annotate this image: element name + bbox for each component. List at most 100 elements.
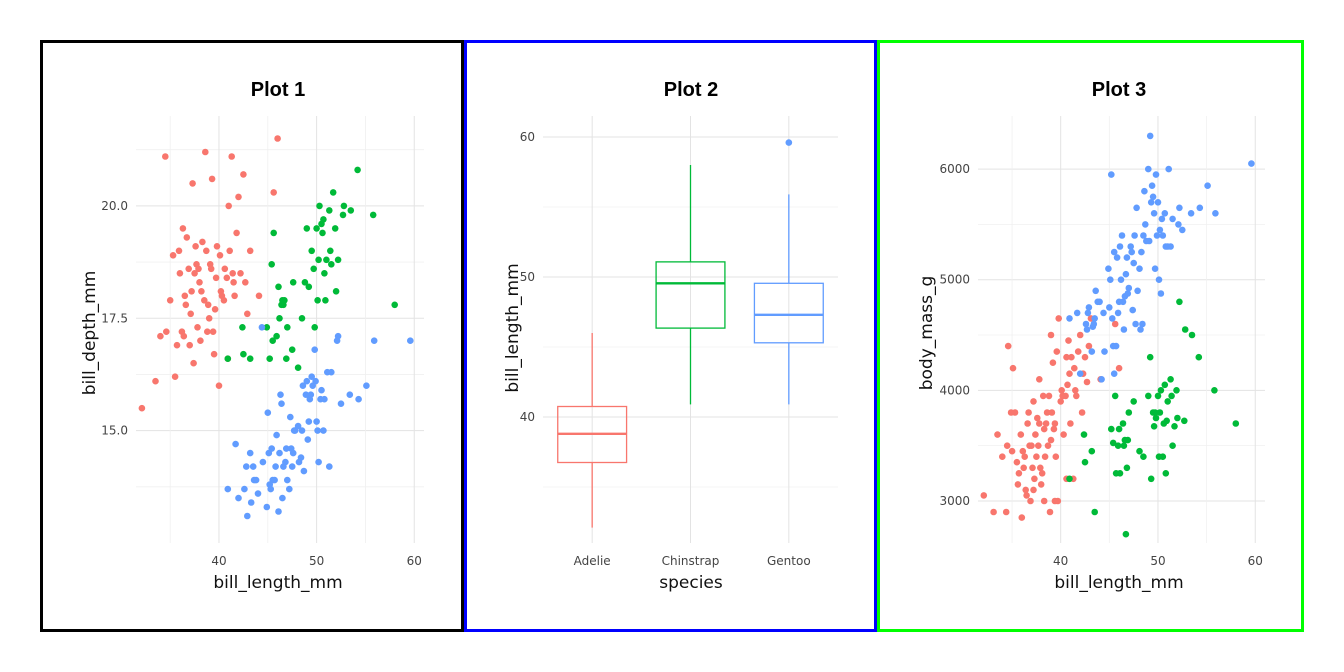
data-point <box>1156 409 1164 416</box>
data-point <box>1141 187 1148 195</box>
data-point <box>300 467 308 475</box>
data-point <box>180 332 188 340</box>
data-point <box>288 463 296 470</box>
data-point <box>166 297 174 304</box>
data-point <box>1118 232 1126 239</box>
data-point <box>1106 304 1113 311</box>
data-point <box>175 247 183 255</box>
data-point <box>329 189 337 196</box>
data-point <box>226 247 233 255</box>
data-point <box>231 292 238 300</box>
x-tick-label: 40 <box>211 554 226 568</box>
data-point <box>224 355 232 363</box>
data-point <box>1161 381 1169 389</box>
data-point <box>334 332 342 340</box>
data-point <box>240 171 247 178</box>
plot-1-ticks: 15.0 17.5 20.0 40 50 60 <box>101 199 422 568</box>
data-point <box>355 395 362 403</box>
data-point <box>1002 508 1010 516</box>
x-tick-label: 60 <box>407 554 422 568</box>
data-point <box>1156 226 1164 234</box>
data-point <box>252 476 260 484</box>
data-point <box>1031 475 1038 483</box>
data-point <box>1196 204 1204 212</box>
data-point <box>1017 431 1025 438</box>
data-point <box>1175 221 1182 228</box>
data-point <box>320 427 327 434</box>
data-point <box>282 458 289 466</box>
y-tick-label: 15.0 <box>101 424 128 438</box>
data-point <box>188 288 195 295</box>
data-point <box>1092 287 1099 295</box>
data-point <box>391 301 399 309</box>
data-point <box>215 382 223 390</box>
data-point <box>221 265 229 273</box>
data-point <box>1155 276 1163 284</box>
data-point <box>1025 409 1032 416</box>
data-point <box>1047 331 1055 339</box>
data-point <box>337 400 345 408</box>
data-point <box>273 431 280 439</box>
data-point <box>186 341 193 349</box>
plot-1-points <box>138 135 414 520</box>
y-tick-label: 50 <box>520 270 535 284</box>
data-point <box>1173 387 1180 394</box>
data-point <box>278 400 285 408</box>
data-point <box>1045 392 1053 400</box>
data-point <box>1165 165 1172 173</box>
data-point <box>286 485 293 493</box>
data-point <box>370 337 378 345</box>
data-point <box>1071 364 1078 372</box>
data-point <box>181 292 189 300</box>
data-point <box>1133 204 1140 212</box>
data-point <box>1053 348 1061 355</box>
data-point <box>1065 337 1072 344</box>
data-point <box>1040 425 1048 433</box>
data-point <box>1164 398 1171 405</box>
data-point <box>1232 420 1240 427</box>
data-point <box>320 216 327 223</box>
data-point <box>1088 447 1096 455</box>
data-point <box>1051 420 1059 427</box>
data-point <box>199 238 206 246</box>
data-point <box>1114 442 1122 450</box>
data-point <box>1083 326 1091 333</box>
data-point <box>275 508 282 515</box>
data-point <box>1162 470 1170 477</box>
data-point <box>1009 364 1017 372</box>
data-point <box>273 332 280 340</box>
data-point <box>1028 442 1035 450</box>
data-point <box>1116 243 1124 250</box>
data-point <box>1040 497 1048 505</box>
data-point <box>1151 265 1159 273</box>
data-point <box>277 391 284 399</box>
data-point <box>1052 453 1060 461</box>
data-point <box>288 346 296 354</box>
data-point <box>1105 265 1112 273</box>
data-point <box>1153 232 1161 239</box>
data-point <box>1078 409 1086 416</box>
data-point <box>1111 320 1119 328</box>
y-tick-label: 4000 <box>939 383 970 397</box>
data-point <box>1150 423 1158 430</box>
data-point <box>1163 417 1170 425</box>
data-point <box>339 211 347 219</box>
data-point <box>327 247 334 255</box>
box-outlier <box>785 139 793 146</box>
data-point <box>328 261 335 268</box>
data-point <box>268 445 276 452</box>
data-point <box>283 445 290 452</box>
data-point <box>1110 370 1118 378</box>
data-point <box>173 341 181 349</box>
plot-3-grid <box>978 116 1265 543</box>
plot-3-title: Plot 3 <box>1092 79 1146 101</box>
data-point <box>1007 409 1015 416</box>
plot-1-panel: Plot 1 15.0 17.5 20.0 40 50 60 bill_length_mm… <box>40 40 464 632</box>
data-point <box>283 355 290 363</box>
data-point <box>237 270 244 277</box>
y-tick-label: 20.0 <box>101 199 128 213</box>
data-point <box>198 288 205 295</box>
data-point <box>994 431 1001 438</box>
plot-1-border <box>40 40 464 632</box>
data-point <box>1063 353 1070 361</box>
